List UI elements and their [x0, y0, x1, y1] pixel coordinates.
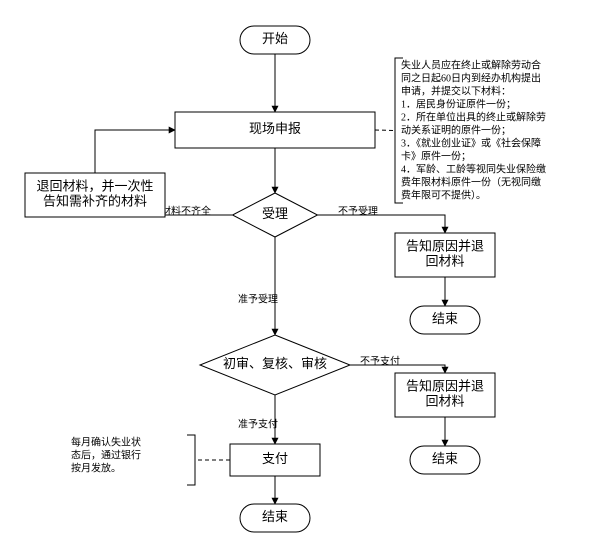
- svg-text:支付: 支付: [262, 451, 288, 466]
- node-end1: 结束: [410, 306, 480, 334]
- svg-text:不予支付: 不予支付: [360, 354, 400, 367]
- node-apply: 现场申报: [175, 112, 375, 148]
- svg-text:按月发放。: 按月发放。: [71, 461, 121, 474]
- svg-text:退回材料，并一次性: 退回材料，并一次性: [36, 178, 153, 193]
- svg-text:4．军龄、工龄等视同失业保险缴: 4．军龄、工龄等视同失业保险缴: [401, 162, 546, 175]
- edge-review-pay: 准予支付: [238, 395, 278, 444]
- svg-text:开始: 开始: [262, 31, 288, 46]
- node-return_mat: 退回材料，并一次性告知需补齐的材料: [25, 173, 165, 217]
- svg-text:态后，通过银行: 态后，通过银行: [71, 448, 141, 461]
- svg-text:回材料: 回材料: [425, 393, 464, 408]
- svg-text:准予支付: 准予支付: [238, 417, 278, 430]
- svg-text:告知原因并退: 告知原因并退: [406, 378, 484, 393]
- node-pay: 支付: [230, 444, 320, 476]
- annotation-apply_note: 失业人员应在终止或解除劳动合同之日起60日内到经办机构提出申请，并提交以下材料：…: [375, 58, 546, 203]
- svg-text:不予受理: 不予受理: [338, 205, 378, 217]
- svg-text:2．所在单位出具的终止或解除劳: 2．所在单位出具的终止或解除劳: [401, 110, 546, 123]
- node-reject1: 告知原因并退回材料: [395, 233, 495, 277]
- node-end2: 结束: [410, 446, 480, 474]
- edge-review-reject2: 不予支付: [350, 354, 445, 373]
- svg-text:告知原因并退: 告知原因并退: [406, 238, 484, 253]
- svg-text:初审、复核、审核: 初审、复核、审核: [223, 356, 327, 371]
- svg-text:1．居民身份证原件一份；: 1．居民身份证原件一份；: [401, 97, 516, 110]
- svg-text:现场申报: 现场申报: [249, 121, 301, 136]
- svg-text:结束: 结束: [432, 451, 458, 466]
- edge-accept-reject1: 不予受理: [317, 205, 445, 233]
- svg-text:卡》原件一份；: 卡》原件一份；: [401, 149, 471, 162]
- node-end3: 结束: [240, 504, 310, 532]
- annotation-pay_note: 每月确认失业状态后，通过银行按月发放。: [71, 435, 230, 485]
- svg-text:结束: 结束: [432, 311, 458, 326]
- node-review: 初审、复核、审核: [200, 335, 350, 395]
- svg-text:动关系证明的原件一份；: 动关系证明的原件一份；: [401, 123, 511, 136]
- svg-text:材料不齐全: 材料不齐全: [161, 204, 211, 217]
- svg-text:3．《就业创业证》或《社会保障: 3．《就业创业证》或《社会保障: [401, 136, 541, 149]
- svg-text:申请，并提交以下材料：: 申请，并提交以下材料：: [401, 84, 511, 97]
- svg-text:同之日起60日内到经办机构提出: 同之日起60日内到经办机构提出: [401, 71, 541, 84]
- svg-text:费年限材料原件一份（无视同缴: 费年限材料原件一份（无视同缴: [401, 175, 541, 188]
- edge-return_mat-apply: [95, 130, 175, 173]
- svg-text:告知需补齐的材料: 告知需补齐的材料: [43, 193, 147, 208]
- node-accept: 受理: [233, 193, 318, 237]
- svg-text:受理: 受理: [262, 206, 288, 221]
- svg-text:准予受理: 准予受理: [238, 293, 278, 305]
- svg-text:费年限可不提供）。: 费年限可不提供）。: [401, 188, 486, 201]
- svg-text:结束: 结束: [262, 509, 288, 524]
- svg-text:失业人员应在终止或解除劳动合: 失业人员应在终止或解除劳动合: [401, 58, 541, 71]
- edge-accept-return_mat: 材料不齐全: [161, 195, 232, 217]
- svg-text:每月确认失业状: 每月确认失业状: [71, 435, 141, 448]
- svg-text:回材料: 回材料: [425, 253, 464, 268]
- node-start: 开始: [240, 26, 310, 54]
- node-reject2: 告知原因并退回材料: [395, 373, 495, 417]
- edge-accept-review: 准予受理: [238, 237, 278, 335]
